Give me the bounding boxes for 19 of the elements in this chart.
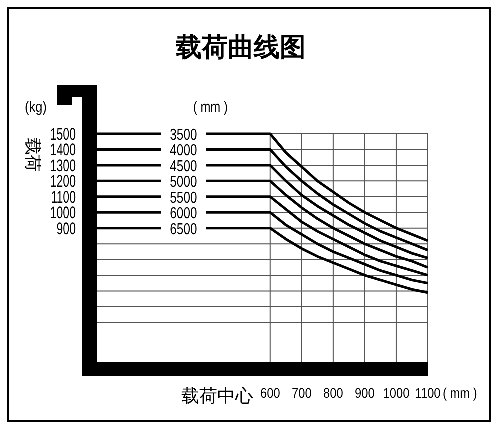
legend-title: ( mm ) — [193, 98, 228, 116]
x-tick-label: 900 — [355, 385, 375, 402]
series-label: 6000 — [170, 205, 198, 224]
text: (kg) — [25, 98, 47, 116]
text: ( mm ) — [443, 385, 478, 402]
x-tick-label: 1100 — [415, 385, 441, 402]
series-label: 6500 — [170, 220, 198, 239]
series-label: 4000 — [170, 142, 198, 160]
x-tick-label: 700 — [292, 385, 312, 402]
chart-title: 载荷曲线图 — [175, 32, 306, 62]
x-tick-label: 600 — [260, 385, 280, 402]
series-label: 5000 — [170, 174, 198, 192]
series-label: 4500 — [170, 158, 198, 176]
x-tick-label: 800 — [324, 385, 344, 402]
x-tick-label: 1000 — [383, 385, 410, 402]
series-label: 3500 — [170, 126, 198, 145]
series-label: 5500 — [170, 189, 198, 208]
x-axis-title: 载荷中心 — [181, 386, 254, 406]
y-axis-title: 载荷 — [24, 138, 42, 172]
